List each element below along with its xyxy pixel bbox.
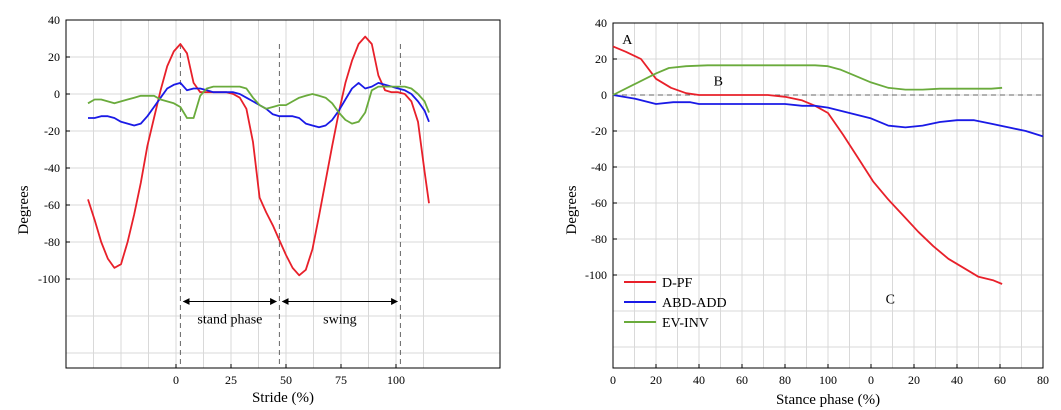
x-tick-label: 0: [868, 373, 874, 387]
legend-entry: ABD-ADD: [662, 296, 727, 311]
legend-entry: EV-INV: [662, 316, 709, 331]
phase-label: stand phase: [197, 313, 262, 328]
x-tick-label: 60: [994, 373, 1006, 387]
y-tick-label: -60: [591, 196, 607, 210]
y-tick-label: 0: [54, 87, 60, 101]
y-tick-label: 20: [48, 50, 60, 64]
x-tick-label: 50: [280, 373, 292, 387]
x-tick-label: 40: [951, 373, 963, 387]
y-tick-label: 0: [601, 88, 607, 102]
x-tick-label: 80: [779, 373, 791, 387]
series-line-ev: [612, 64, 1003, 96]
y-tick-label: -60: [44, 198, 60, 212]
right-chart: 40 20 0 -20 -40 -60 -80 -100 0 20 40 60 80 100 0 20 40 60…: [585, 16, 1049, 387]
series-line-ev: [87, 85, 430, 125]
y-tick-label: 40: [48, 13, 60, 27]
series-line-abd: [612, 94, 1044, 138]
point-label: A: [622, 33, 633, 48]
series-line-dpf: [87, 35, 430, 277]
x-tick-label: 100: [819, 373, 837, 387]
right-y-axis-label: Degrees: [564, 185, 580, 234]
x-tick-label: 40: [693, 373, 705, 387]
point-label: B: [714, 75, 723, 90]
y-tick-label: -20: [591, 124, 607, 138]
y-tick-label: -80: [44, 235, 60, 249]
x-tick-label: 20: [908, 373, 920, 387]
series-line-dpf: [612, 45, 1003, 285]
x-tick-label: 20: [650, 373, 662, 387]
y-tick-label: -20: [44, 124, 60, 138]
x-tick-label: 0: [610, 373, 616, 387]
y-tick-label: -100: [585, 268, 607, 282]
y-tick-label: 20: [595, 52, 607, 66]
legend: D-PF ABD-ADD EV-INV: [624, 276, 727, 331]
left-x-axis-label: Stride (%): [252, 390, 314, 406]
point-label: C: [886, 292, 895, 307]
left-chart: 40 20 0 -20 -40 -60 -80 -100 0 25 50 75 100 stand pha…: [38, 13, 501, 387]
phase-label: swing: [323, 313, 356, 328]
plot-frame: [65, 19, 501, 369]
legend-entry: D-PF: [662, 276, 693, 291]
x-tick-label: 0: [173, 373, 179, 387]
left-y-axis-label: Degrees: [16, 185, 32, 234]
x-tick-label: 80: [1037, 373, 1049, 387]
y-tick-label: -100: [38, 272, 60, 286]
x-tick-label: 100: [387, 373, 405, 387]
right-x-axis-label: Stance phase (%): [776, 392, 880, 408]
y-tick-label: -40: [44, 161, 60, 175]
y-tick-label: -80: [591, 232, 607, 246]
y-tick-label: 40: [595, 16, 607, 30]
x-tick-label: 75: [335, 373, 347, 387]
x-tick-label: 60: [736, 373, 748, 387]
x-tick-label: 25: [225, 373, 237, 387]
y-tick-label: -40: [591, 160, 607, 174]
